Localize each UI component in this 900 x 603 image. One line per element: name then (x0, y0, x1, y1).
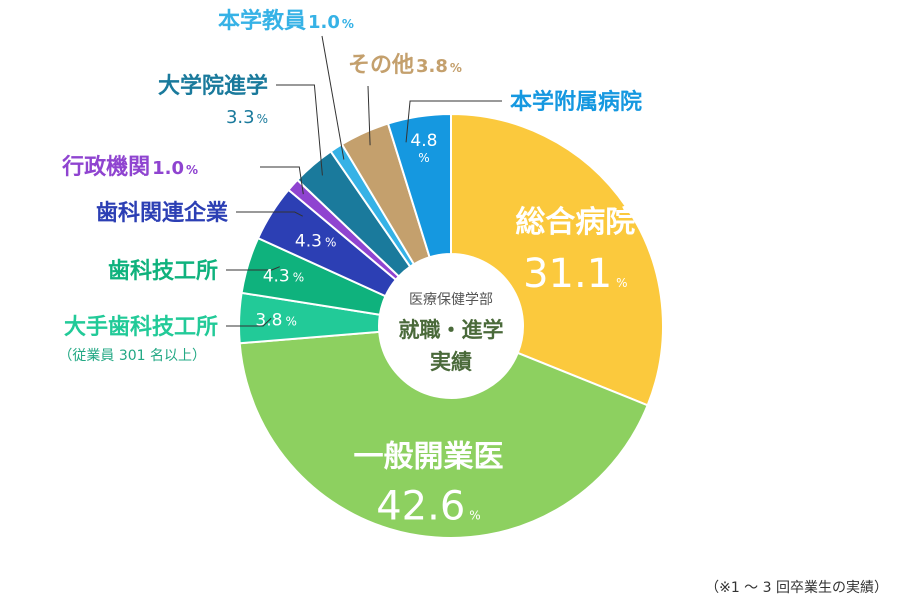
slice-4-value: 4.3% (295, 232, 336, 252)
labels-group: 総合病院 31.1 % 一般開業医 42.6 % 3.8 % 大手歯科技工所 （従業員 301 名… (58, 8, 642, 529)
slice-5-leader (260, 166, 304, 195)
footnote: （※1 ～ 3 回卒業生の実績） (705, 580, 888, 596)
slice-0-value: 31.1% (523, 251, 627, 297)
slice-1-name: 一般開業医 (353, 439, 503, 474)
slice-6-leader (276, 84, 323, 176)
slice-1-value: 42.6% (376, 483, 480, 529)
slice-9-leader (405, 100, 502, 143)
slice-7-name: 本学教員 1.0% (218, 8, 354, 34)
slice-5-name: 行政機関 1.0% (61, 154, 198, 180)
slice-2-name: 大手歯科技工所 (64, 314, 218, 340)
center-title-line1: 就職・進学 (399, 318, 504, 342)
slice-4-leader (236, 211, 303, 217)
donut-hole (379, 254, 523, 398)
slice-3-leader (226, 266, 280, 271)
slice-6-value: 3.3% (226, 107, 268, 128)
slice-9-value: 4.8 (410, 131, 437, 151)
slice-7-leader (321, 35, 345, 160)
slice-5-value: 1.0 (152, 158, 184, 179)
slice-4-name: 歯科関連企業 (96, 200, 229, 226)
slice-9-name: 本学附属病院 (510, 89, 642, 115)
slice-8-leader (367, 85, 371, 146)
slice-8-name: その他 3.8% (348, 53, 462, 78)
slice-6-name: 大学院進学 (158, 73, 268, 99)
leader-lines (226, 35, 502, 327)
slice-2-leader (226, 317, 272, 327)
slice-0-name: 総合病院 (515, 205, 635, 240)
slice-2-value: 3.8% (255, 310, 296, 330)
slice-3-value: 4.3% (263, 267, 304, 287)
slice-3-name: 歯科技工所 (108, 258, 218, 284)
center-subtitle: 医療保健学部 (409, 291, 493, 308)
slice-9-pct: % (418, 151, 429, 165)
slice-2-note: （従業員 301 名以上） (58, 348, 206, 364)
slices-group (238, 112, 664, 539)
center-title-line2: 実績 (430, 350, 472, 374)
slice-7-value: 1.0 (308, 12, 340, 33)
slice-8-value: 3.8 (416, 56, 448, 77)
